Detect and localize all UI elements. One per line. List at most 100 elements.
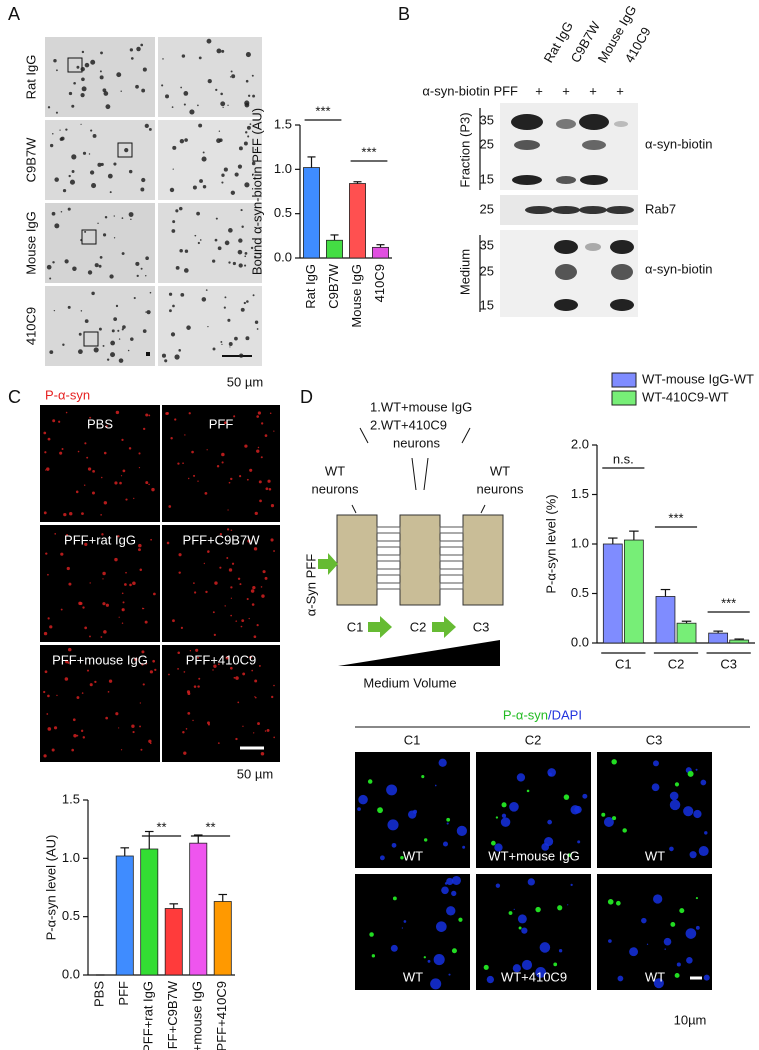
- speck: [54, 223, 60, 229]
- speck: [168, 673, 170, 676]
- row-label: Rat IgG: [23, 55, 38, 100]
- speck: [115, 410, 120, 415]
- side-label: WT: [490, 463, 510, 478]
- column-label: C1: [404, 732, 421, 747]
- speck: [82, 151, 87, 155]
- speck: [47, 573, 49, 576]
- speck: [582, 793, 588, 799]
- inset-box: [83, 331, 99, 347]
- significance-label: **: [205, 819, 215, 834]
- speck: [254, 696, 256, 698]
- speck: [539, 942, 551, 953]
- speck: [223, 306, 226, 309]
- speck: [121, 592, 124, 595]
- speck: [56, 694, 58, 697]
- speck: [166, 541, 170, 545]
- micrograph: [158, 120, 262, 200]
- y-tick-label: 0.5: [274, 205, 292, 220]
- y-tick-label: 2.0: [571, 436, 589, 451]
- speck: [183, 103, 186, 106]
- speck: [75, 490, 79, 494]
- speck: [198, 56, 202, 60]
- y-tick-label: 1.5: [571, 486, 589, 501]
- band: [512, 175, 542, 185]
- speck: [521, 927, 528, 934]
- speck: [212, 259, 216, 263]
- speck: [133, 497, 135, 500]
- condition-label: PFF: [209, 416, 234, 431]
- speck: [80, 123, 82, 125]
- speck: [258, 480, 262, 484]
- speck: [47, 437, 51, 441]
- speck: [104, 215, 108, 219]
- speck: [172, 619, 175, 623]
- speck: [107, 690, 110, 693]
- speck: [84, 62, 90, 68]
- y-tick-label: 0.0: [274, 249, 292, 264]
- x-tick-label: PFF+410C9: [214, 981, 229, 1050]
- speck: [89, 582, 91, 584]
- speck: [121, 217, 124, 219]
- speck: [664, 948, 666, 950]
- x-tick-label: PFF+mouse IgG: [190, 981, 205, 1050]
- speck: [171, 229, 176, 233]
- speck: [180, 626, 183, 629]
- speck: [121, 438, 124, 442]
- speck: [205, 590, 208, 594]
- speck: [259, 499, 262, 503]
- speck: [197, 480, 199, 482]
- speck: [197, 241, 200, 245]
- band-label: α-syn-biotin: [645, 261, 712, 276]
- speck: [46, 713, 49, 715]
- speck: [60, 608, 63, 611]
- speck: [704, 831, 708, 835]
- speck: [44, 451, 47, 454]
- bar: [164, 908, 183, 976]
- marker: 35: [480, 112, 494, 127]
- speck: [685, 928, 697, 939]
- speck: [143, 607, 145, 610]
- speck: [221, 181, 224, 184]
- speck: [244, 182, 250, 188]
- speck: [663, 937, 672, 946]
- stain-label: /DAPI: [548, 707, 582, 722]
- stain-label: P-α-syn: [503, 707, 548, 722]
- speck: [71, 154, 77, 160]
- speck: [266, 728, 270, 732]
- speck: [86, 669, 90, 672]
- band: [579, 114, 609, 130]
- speck: [244, 264, 247, 267]
- speck: [153, 592, 156, 596]
- bar: [140, 848, 159, 976]
- connector: [480, 504, 486, 514]
- speck: [237, 249, 243, 255]
- speck: [130, 337, 134, 341]
- speck: [446, 906, 456, 916]
- speck: [521, 959, 533, 971]
- significance-label: ***: [315, 103, 330, 118]
- speck: [78, 601, 82, 606]
- x-tick-label: Rat IgG: [303, 264, 318, 309]
- speck: [213, 633, 216, 636]
- band: [614, 121, 628, 127]
- speck: [217, 742, 220, 744]
- speck: [179, 248, 183, 253]
- band: [556, 119, 576, 129]
- speck: [270, 538, 274, 542]
- y-axis-label: Bound α-syn-biotin PFF (AU): [249, 108, 264, 275]
- speck: [189, 109, 195, 115]
- speck: [369, 932, 374, 937]
- micrograph-grid: [355, 752, 712, 990]
- speck: [89, 683, 93, 687]
- band: [606, 206, 634, 214]
- speck: [486, 975, 495, 984]
- speck: [172, 304, 175, 308]
- speck: [103, 501, 108, 505]
- band: [582, 140, 606, 150]
- x-tick-label: C1: [615, 656, 632, 671]
- speck: [187, 692, 191, 696]
- speck: [218, 130, 221, 132]
- speck: [100, 514, 102, 516]
- speck: [206, 449, 208, 451]
